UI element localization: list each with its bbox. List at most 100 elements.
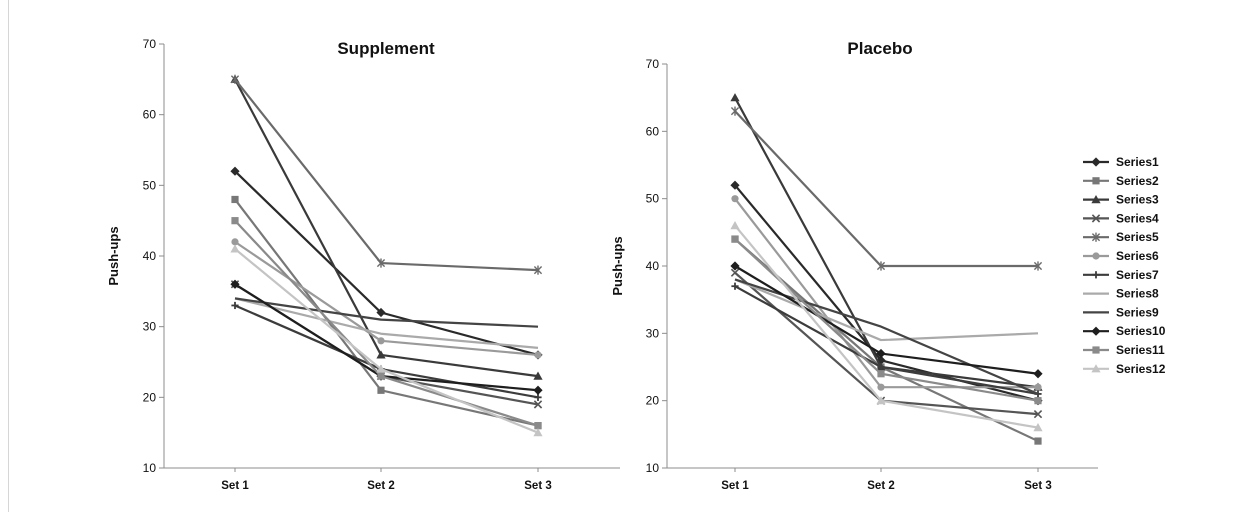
legend-label: Series2 xyxy=(1116,174,1159,188)
y-tick-label: 50 xyxy=(646,192,660,206)
data-point xyxy=(533,428,543,437)
series-series5 xyxy=(730,106,1043,271)
y-axis-title: Push-ups xyxy=(610,236,625,295)
series-line xyxy=(734,110,1038,268)
data-point xyxy=(876,396,886,405)
legend-label: Series7 xyxy=(1116,268,1159,282)
data-point xyxy=(730,180,740,190)
data-point xyxy=(533,400,543,409)
legend-item: Series2 xyxy=(1083,174,1159,188)
x-tick-label: Set 1 xyxy=(721,480,749,492)
series-line xyxy=(734,278,1039,342)
series-series8 xyxy=(734,278,1039,342)
x-tick-label: Set 2 xyxy=(367,480,395,492)
x-tick-label: Set 3 xyxy=(524,480,552,492)
data-point xyxy=(534,422,542,430)
data-point xyxy=(230,279,240,289)
series-series11 xyxy=(731,235,1042,405)
data-point xyxy=(877,383,885,391)
series-line xyxy=(734,278,1039,395)
chart-title: Supplement xyxy=(337,39,435,58)
y-tick-label: 10 xyxy=(143,461,157,475)
series-series5 xyxy=(230,74,543,275)
legend-item: Series4 xyxy=(1083,211,1159,225)
legend-label: Series6 xyxy=(1116,249,1159,263)
data-point xyxy=(1034,397,1042,405)
series-line xyxy=(734,238,1039,402)
legend-marker xyxy=(1092,252,1100,260)
x-tick-label: Set 3 xyxy=(1024,480,1052,492)
data-point xyxy=(534,351,542,359)
y-tick-label: 50 xyxy=(143,178,157,192)
series-series9 xyxy=(734,278,1039,395)
y-tick-label: 60 xyxy=(646,124,660,138)
legend-item: Series8 xyxy=(1083,287,1159,301)
series-series7 xyxy=(731,282,1042,398)
y-tick-label: 30 xyxy=(143,320,157,334)
legend-label: Series8 xyxy=(1116,287,1159,301)
data-point xyxy=(533,265,543,275)
legend-label: Series1 xyxy=(1116,155,1159,169)
legend-marker xyxy=(1091,157,1101,167)
data-point xyxy=(377,337,385,345)
series-series12 xyxy=(730,221,1043,432)
legend-item: Series6 xyxy=(1083,249,1159,263)
chart-title: Placebo xyxy=(847,39,912,58)
data-point xyxy=(876,348,886,359)
x-tick-label: Set 1 xyxy=(221,480,249,492)
y-tick-label: 70 xyxy=(143,37,157,51)
legend-label: Series3 xyxy=(1116,193,1159,207)
legend-label: Series11 xyxy=(1116,343,1165,357)
legend-label: Series5 xyxy=(1116,230,1159,244)
series-series11 xyxy=(231,217,542,430)
legend: Series1 Series2 Series3 Series4 Series5 Serie… xyxy=(1083,155,1166,376)
series-series6 xyxy=(231,238,542,359)
legend-item: Series1 xyxy=(1083,155,1159,169)
data-point xyxy=(230,166,240,176)
data-point xyxy=(876,261,886,271)
data-point xyxy=(231,195,239,204)
data-point xyxy=(230,74,240,84)
series-line xyxy=(734,97,1039,389)
data-point xyxy=(376,307,386,318)
data-point xyxy=(877,370,885,378)
data-point xyxy=(534,393,542,401)
y-tick-label: 40 xyxy=(143,249,157,263)
data-point xyxy=(731,282,739,290)
series-line xyxy=(234,297,539,328)
legend-marker xyxy=(1091,364,1101,373)
legend-marker xyxy=(1092,177,1100,185)
legend-item: Series5 xyxy=(1083,230,1159,244)
legend-marker xyxy=(1091,232,1101,242)
y-axis-title: Push-ups xyxy=(106,226,121,285)
y-tick-label: 60 xyxy=(143,108,157,122)
data-point xyxy=(231,217,239,225)
legend-marker xyxy=(1091,326,1101,336)
legend-item: Series9 xyxy=(1083,305,1159,319)
data-point xyxy=(731,195,739,203)
legend-marker xyxy=(1092,271,1100,279)
y-tick-label: 70 xyxy=(646,57,660,71)
series-series3 xyxy=(730,93,1043,391)
data-point xyxy=(533,385,543,395)
y-tick-label: 10 xyxy=(646,461,660,475)
series-series6 xyxy=(731,195,1042,391)
data-point xyxy=(230,244,240,253)
data-point xyxy=(231,238,239,246)
data-point xyxy=(376,258,386,268)
data-point xyxy=(1033,369,1043,379)
data-point xyxy=(231,301,239,310)
legend-item: Series12 xyxy=(1083,362,1166,376)
data-point xyxy=(877,363,885,371)
data-point xyxy=(1033,423,1043,432)
series-line xyxy=(234,297,539,349)
y-tick-label: 40 xyxy=(646,259,660,273)
data-point xyxy=(377,386,385,394)
data-point xyxy=(730,268,740,277)
series-series10 xyxy=(730,261,1043,379)
data-point xyxy=(730,261,740,271)
y-tick-label: 20 xyxy=(143,390,157,404)
y-tick-label: 30 xyxy=(646,326,660,340)
data-point xyxy=(730,106,740,116)
data-point xyxy=(376,350,386,359)
